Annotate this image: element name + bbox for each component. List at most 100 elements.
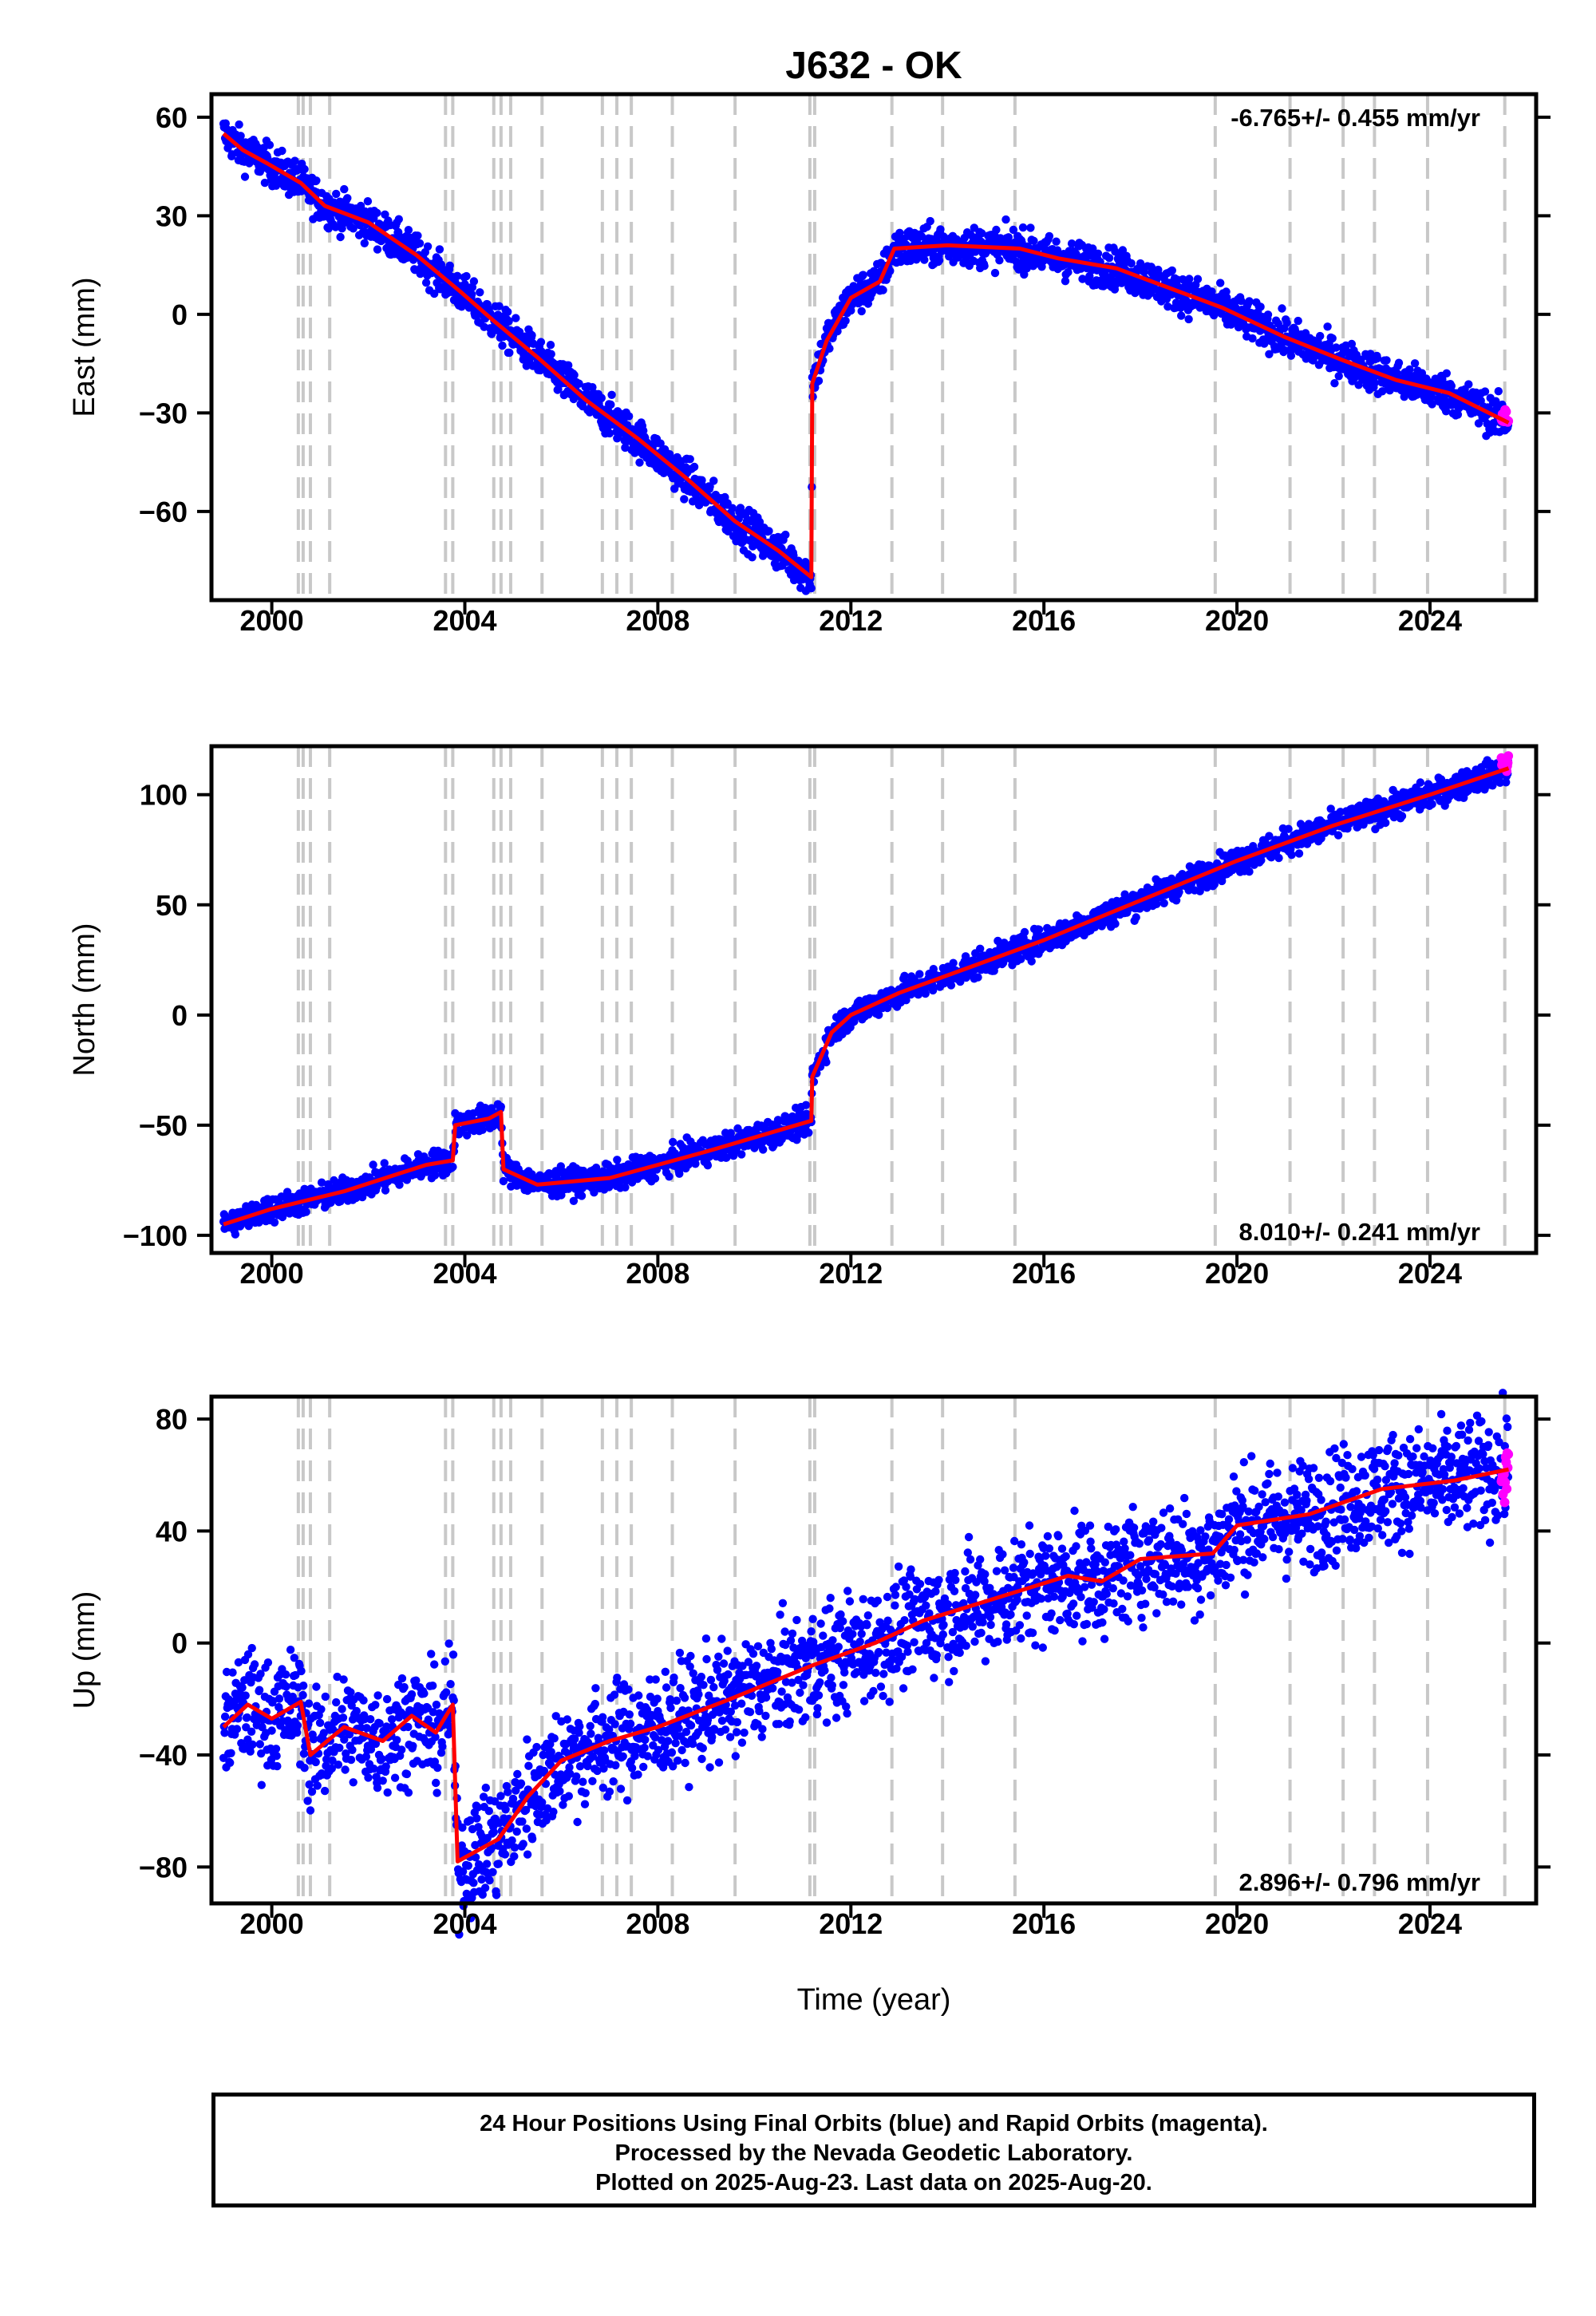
final-orbit-point xyxy=(936,225,945,234)
y-tick-label: 0 xyxy=(172,999,188,1032)
final-orbit-point xyxy=(476,288,484,297)
x-tick-label: 2016 xyxy=(1012,1257,1076,1290)
final-orbit-point xyxy=(1245,868,1254,876)
y-tick-label: −100 xyxy=(123,1219,188,1252)
final-orbit-point xyxy=(920,255,929,264)
final-orbit-point xyxy=(1237,296,1246,306)
x-tick-label: 2016 xyxy=(1012,604,1076,637)
final-orbit-point xyxy=(759,1145,768,1154)
final-orbit-point xyxy=(703,1161,713,1170)
final-orbit-point xyxy=(536,338,546,346)
final-orbit-point xyxy=(1323,322,1332,331)
final-orbit-point xyxy=(336,232,345,242)
final-orbit-point xyxy=(570,370,579,380)
final-orbit-point xyxy=(1029,236,1038,245)
y-tick-label: −60 xyxy=(139,496,188,528)
final-orbit-point xyxy=(915,970,924,978)
final-orbit-point xyxy=(597,393,606,402)
final-orbit-points xyxy=(219,1389,1513,1939)
final-orbit-point xyxy=(448,1163,457,1172)
final-orbit-point xyxy=(343,194,352,203)
final-orbit-point xyxy=(841,316,850,326)
y-tick-label: 50 xyxy=(156,889,188,922)
final-orbit-point xyxy=(992,225,1001,235)
rate-label: 8.010+/- 0.241 mm/yr xyxy=(1239,1218,1480,1246)
final-orbit-point xyxy=(373,208,381,217)
final-orbit-point xyxy=(265,140,275,149)
y-tick-label: 30 xyxy=(156,200,188,232)
final-orbit-point xyxy=(635,458,644,467)
final-orbit-point xyxy=(814,377,824,385)
final-orbit-point xyxy=(1127,259,1136,268)
final-orbit-point xyxy=(1027,957,1036,966)
final-orbit-point xyxy=(381,210,389,219)
final-orbit-point xyxy=(512,314,520,322)
final-orbit-points xyxy=(219,756,1513,1239)
y-axis-label: East (mm) xyxy=(68,277,101,417)
x-tick-label: 2008 xyxy=(626,604,689,637)
final-orbit-point xyxy=(666,450,674,459)
final-orbit-point xyxy=(1480,387,1490,396)
final-orbit-point xyxy=(804,1128,813,1137)
final-orbit-point xyxy=(624,412,634,421)
final-orbit-point xyxy=(1278,304,1286,313)
final-orbit-point xyxy=(421,279,431,287)
final-orbit-point xyxy=(1442,369,1452,377)
final-orbit-point xyxy=(527,330,536,340)
final-orbit-point xyxy=(689,462,699,472)
y-tick-label: 100 xyxy=(140,779,188,812)
y-tick-label: −30 xyxy=(139,397,188,429)
final-orbit-point xyxy=(363,197,373,206)
final-orbit-point xyxy=(926,216,934,226)
final-orbit-point xyxy=(613,1156,622,1164)
final-orbit-point xyxy=(260,178,270,188)
final-orbit-point xyxy=(1287,851,1296,860)
final-orbit-point xyxy=(547,350,555,358)
final-orbit-point xyxy=(1193,275,1203,283)
x-tick-label: 2000 xyxy=(240,604,304,637)
final-orbit-point xyxy=(1132,913,1140,922)
final-orbit-point xyxy=(859,271,867,279)
final-orbit-point xyxy=(236,132,245,140)
x-tick-label: 2008 xyxy=(626,1257,689,1290)
final-orbit-point xyxy=(974,973,982,982)
final-orbit-point xyxy=(278,146,286,156)
final-orbit-point xyxy=(807,583,816,593)
x-tick-label: 2004 xyxy=(433,1257,496,1290)
final-orbit-point xyxy=(381,1186,390,1195)
final-orbit-point xyxy=(607,390,616,399)
final-orbit-point xyxy=(575,379,583,388)
final-orbit-point xyxy=(220,1712,230,1721)
final-orbit-point xyxy=(895,228,904,237)
y-tick-label: 0 xyxy=(172,298,188,331)
final-orbit-point xyxy=(1020,927,1029,937)
final-orbit-point xyxy=(270,1218,279,1227)
final-orbit-point xyxy=(764,527,773,536)
final-orbit-point xyxy=(1282,318,1291,327)
rapid-orbit-point xyxy=(1501,406,1511,417)
final-orbit-point xyxy=(1464,380,1473,389)
final-orbit-point xyxy=(235,120,243,129)
x-tick-label: 2020 xyxy=(1205,604,1269,637)
final-orbit-point xyxy=(1394,358,1404,367)
rapid-orbit-point xyxy=(1503,751,1514,761)
x-tick-label: 2012 xyxy=(819,1257,883,1290)
chart-title: J632 - OK xyxy=(785,45,962,87)
y-axis-label: North (mm) xyxy=(68,923,101,1076)
final-orbit-point xyxy=(1294,316,1302,326)
final-orbit-point xyxy=(312,176,321,185)
final-orbit-point xyxy=(227,1749,235,1757)
final-orbit-point xyxy=(504,307,512,316)
y-tick-label: 60 xyxy=(156,101,188,134)
final-orbit-point xyxy=(1009,225,1018,235)
final-orbit-point xyxy=(680,495,689,504)
final-orbit-point xyxy=(1159,899,1168,908)
final-orbit-point xyxy=(1416,778,1425,787)
final-orbit-point xyxy=(1382,356,1391,365)
final-orbit-point xyxy=(1316,331,1325,341)
final-orbit-point xyxy=(469,277,479,286)
final-orbit-point xyxy=(369,1160,377,1169)
